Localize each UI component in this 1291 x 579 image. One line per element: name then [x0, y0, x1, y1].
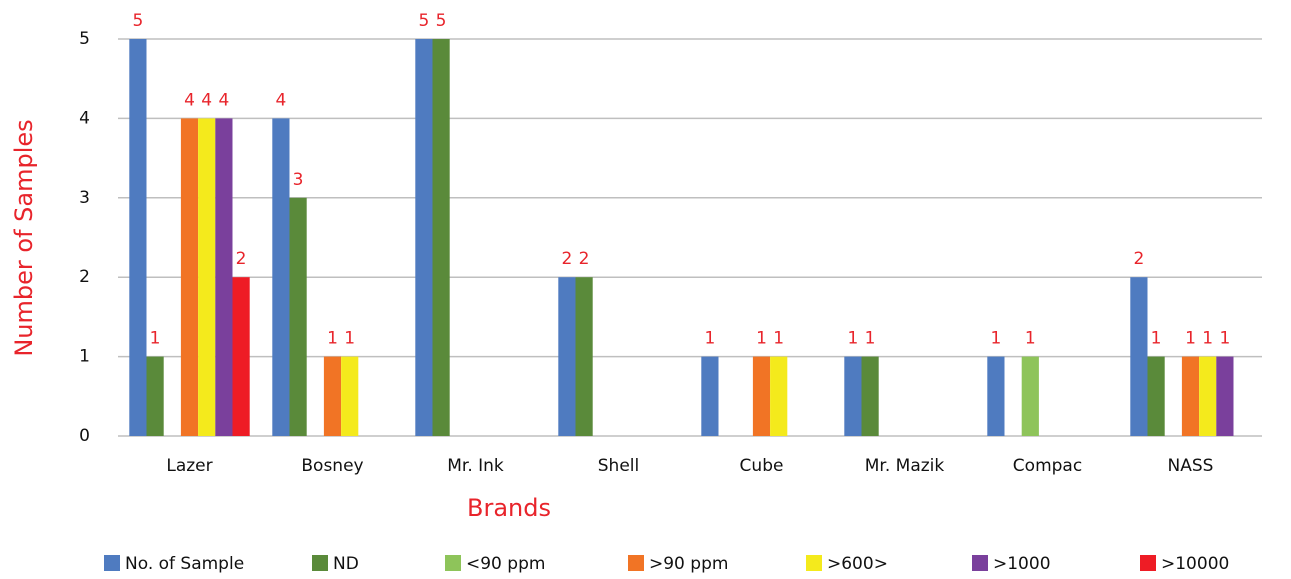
value-label: 1 [756, 329, 767, 349]
bar [701, 356, 719, 436]
x-tick-label: Cube [740, 456, 784, 476]
x-tick-label: Mr. Ink [447, 456, 504, 476]
value-label: 2 [579, 249, 590, 269]
bar [770, 356, 788, 436]
bar [1216, 356, 1234, 436]
value-label: 1 [327, 329, 338, 349]
x-tick-label: NASS [1168, 456, 1214, 476]
value-label: 4 [184, 90, 195, 110]
bar [215, 118, 233, 437]
legend-label: <90 ppm [466, 554, 545, 574]
y-tick-label: 4 [79, 108, 90, 128]
bar [129, 39, 147, 436]
bar [232, 277, 250, 436]
legend-swatch [312, 555, 328, 571]
bar [558, 277, 576, 436]
value-label: 1 [773, 329, 784, 349]
bar [861, 356, 879, 436]
legend-label: >90 ppm [649, 554, 728, 574]
y-axis-title: Number of Samples [10, 119, 38, 356]
y-tick-label: 2 [79, 267, 90, 287]
bar [987, 356, 1005, 436]
legend-swatch [445, 555, 461, 571]
x-tick-label: Lazer [166, 456, 212, 476]
bar [1021, 356, 1039, 436]
bar [289, 197, 307, 436]
bar [272, 118, 290, 437]
legend-swatch [104, 555, 120, 571]
legend-label: No. of Sample [125, 554, 244, 574]
bar [146, 356, 164, 436]
legend-label: >1000 [993, 554, 1051, 574]
value-label: 2 [236, 249, 247, 269]
value-label: 1 [990, 329, 1001, 349]
y-tick-label: 0 [79, 426, 90, 446]
x-axis-title: Brands [467, 494, 551, 522]
value-label: 1 [150, 329, 161, 349]
legend-label: ND [333, 554, 359, 574]
value-label: 2 [561, 249, 572, 269]
bar [575, 277, 593, 436]
y-tick-label: 1 [79, 347, 90, 367]
x-tick-label: Compac [1013, 456, 1082, 476]
bar [180, 118, 199, 437]
value-label: 1 [1151, 329, 1162, 349]
y-tick-label: 5 [79, 29, 90, 49]
bar [323, 356, 342, 436]
legend-swatch [806, 555, 822, 571]
value-label: 4 [275, 90, 286, 110]
legend-swatch [972, 555, 988, 571]
value-label: 1 [1185, 329, 1196, 349]
legend-swatch [1140, 555, 1156, 571]
value-label: 1 [344, 329, 355, 349]
value-label: 2 [1133, 249, 1144, 269]
bar [198, 118, 216, 437]
value-label: 1 [1202, 329, 1213, 349]
bar [1130, 277, 1148, 436]
bar [1199, 356, 1217, 436]
value-label: 3 [293, 170, 304, 190]
bar [415, 39, 433, 436]
bar [432, 39, 450, 436]
value-label: 1 [847, 329, 858, 349]
legend-label: >600> [827, 554, 888, 574]
y-tick-label: 3 [79, 188, 90, 208]
bar [1181, 356, 1200, 436]
x-tick-label: Mr. Mazik [865, 456, 945, 476]
value-label: 4 [218, 90, 229, 110]
value-label: 5 [418, 11, 429, 31]
x-tick-label: Shell [598, 456, 639, 476]
bar [1147, 356, 1165, 436]
value-label: 5 [132, 11, 143, 31]
bar [752, 356, 771, 436]
value-label: 1 [1025, 329, 1036, 349]
value-label: 5 [436, 11, 447, 31]
bar [844, 356, 862, 436]
legend-swatch [628, 555, 644, 571]
bar [341, 356, 359, 436]
value-label: 1 [704, 329, 715, 349]
x-tick-label: Bosney [301, 456, 363, 476]
legend-label: >10000 [1161, 554, 1229, 574]
value-label: 1 [865, 329, 876, 349]
value-label: 4 [201, 90, 212, 110]
value-label: 1 [1219, 329, 1230, 349]
